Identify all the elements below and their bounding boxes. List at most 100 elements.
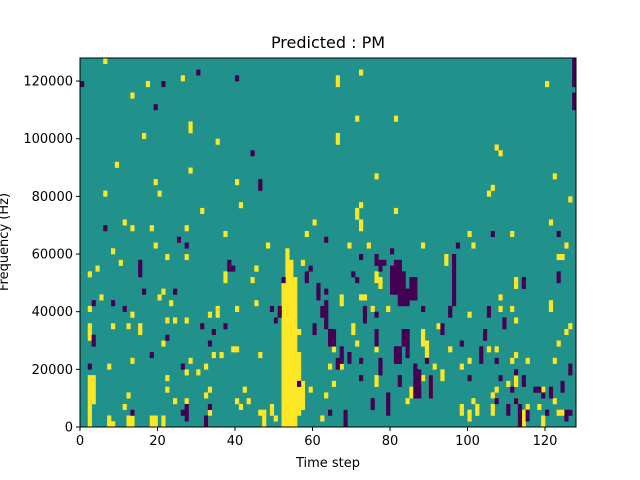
heatmap-cell-positive	[510, 357, 515, 364]
heatmap-cell-positive	[235, 346, 240, 353]
heatmap-cell-negative	[541, 392, 546, 399]
heatmap-cell-positive	[262, 409, 267, 416]
y-tick-label: 20000	[32, 363, 73, 378]
y-axis-label: Frequency (Hz)	[0, 193, 12, 291]
heatmap-cell-positive	[99, 294, 104, 301]
y-tick-label: 60000	[32, 248, 73, 263]
heatmap-cell-positive	[339, 300, 344, 307]
heatmap-cell-positive	[424, 346, 430, 353]
heatmap-cell-positive	[370, 305, 375, 312]
x-tick-label: 100	[455, 434, 480, 449]
heatmap-cell-positive	[281, 334, 286, 341]
heatmap-cell-positive	[153, 415, 158, 422]
heatmap-cell-positive	[188, 121, 193, 128]
heatmap-cell-positive	[145, 81, 151, 88]
heatmap-cell-negative	[409, 277, 414, 284]
heatmap-cell-positive	[157, 294, 162, 301]
heatmap-cell-positive	[289, 357, 294, 364]
heatmap-cell-positive	[521, 421, 526, 428]
heatmap-cell-negative	[417, 375, 422, 382]
heatmap-cell-positive	[161, 340, 166, 347]
heatmap-cell-negative	[556, 277, 561, 284]
heatmap-cell-negative	[413, 369, 418, 376]
heatmap-cell-negative	[231, 265, 236, 272]
heatmap-cell-negative	[405, 294, 410, 301]
heatmap-cell-positive	[467, 230, 472, 238]
heatmap-cell-negative	[374, 259, 379, 266]
heatmap-cell-negative	[362, 317, 368, 324]
heatmap-cell-negative	[479, 346, 484, 353]
heatmap-cell-positive	[95, 265, 100, 272]
heatmap-cell-positive	[238, 202, 244, 209]
heatmap-cell-negative	[452, 265, 457, 272]
heatmap-cell-positive	[514, 277, 519, 284]
heatmap-cell-negative	[572, 69, 577, 76]
heatmap-cell-positive	[421, 375, 426, 382]
heatmap-cell-negative	[359, 375, 364, 382]
heatmap-cell-negative	[521, 282, 526, 289]
plot-frame	[79, 57, 577, 428]
heatmap-cell-negative	[405, 340, 410, 347]
heatmap-cell-negative	[374, 340, 379, 347]
heatmap-cell-positive	[409, 392, 414, 399]
heatmap-cell-positive	[490, 409, 495, 416]
heatmap-cell-positive	[297, 386, 302, 393]
heatmap-cell-negative	[235, 75, 240, 82]
heatmap-cell-positive	[130, 357, 135, 364]
heatmap-cell-positive	[157, 190, 162, 197]
heatmap-cell-positive	[355, 115, 360, 122]
heatmap-cell-positive	[281, 403, 286, 411]
heatmap-cell-positive	[293, 328, 298, 336]
heatmap-cell-positive	[514, 352, 519, 359]
heatmap-cell-positive	[436, 323, 441, 330]
heatmap-cell-positive	[467, 357, 472, 364]
plot-area	[79, 57, 577, 428]
heatmap-cell-positive	[281, 311, 286, 318]
heatmap-cell-positive	[289, 334, 294, 341]
heatmap-cell-negative	[397, 282, 402, 289]
heatmap-cell-positive	[374, 380, 379, 387]
heatmap-cell-positive	[215, 305, 220, 312]
heatmap-cell-positive	[293, 392, 298, 399]
y-tick-label: 100000	[23, 132, 73, 147]
heatmap-cell-negative	[324, 305, 329, 312]
heatmap-cell-negative	[452, 300, 457, 307]
heatmap-cell-positive	[118, 259, 123, 266]
heatmap-cell-negative	[401, 294, 406, 301]
heatmap-cell-positive	[223, 277, 228, 284]
heatmap-cell-positive	[293, 300, 298, 307]
heatmap-cell-negative	[483, 328, 488, 336]
heatmap-cell-positive	[304, 230, 309, 238]
heatmap-cell-negative	[397, 300, 402, 307]
heatmap-cell-negative	[486, 305, 492, 312]
heatmap-cell-positive	[289, 421, 294, 428]
heatmap-cell-positive	[347, 242, 352, 249]
heatmap-cell-negative	[328, 340, 333, 347]
heatmap-cell-positive	[285, 271, 290, 278]
x-axis: 0 20 40 60 80 100 120	[76, 427, 557, 449]
heatmap-cell-negative	[390, 248, 395, 255]
heatmap-cell-positive	[289, 311, 294, 318]
heatmap-cell-negative	[204, 421, 209, 428]
heatmap-cell-negative	[258, 179, 263, 186]
heatmap-cell-positive	[285, 415, 290, 422]
heatmap-cell-negative	[405, 300, 410, 307]
heatmap-cell-negative	[393, 357, 399, 364]
heatmap-cell-negative	[548, 386, 554, 393]
heatmap-cell-negative	[498, 375, 503, 382]
x-tick-label: 40	[227, 434, 244, 449]
heatmap-cell-positive	[281, 288, 286, 295]
heatmap-cell-positive	[521, 415, 526, 422]
heatmap-cell-positive	[545, 81, 550, 88]
heatmap-cell-positive	[374, 271, 379, 278]
y-tick-label: 40000	[32, 305, 73, 320]
heatmap-cell-negative	[428, 380, 433, 387]
heatmap-cell-positive	[262, 421, 267, 428]
heatmap-cell-negative	[370, 398, 375, 405]
heatmap-cell-positive	[111, 323, 116, 330]
heatmap-cell-negative	[277, 311, 282, 318]
heatmap-cell-negative	[324, 323, 329, 330]
heatmap-cell-positive	[281, 409, 286, 416]
heatmap-cell-positive	[235, 179, 240, 186]
heatmap-cell-positive	[149, 225, 154, 232]
